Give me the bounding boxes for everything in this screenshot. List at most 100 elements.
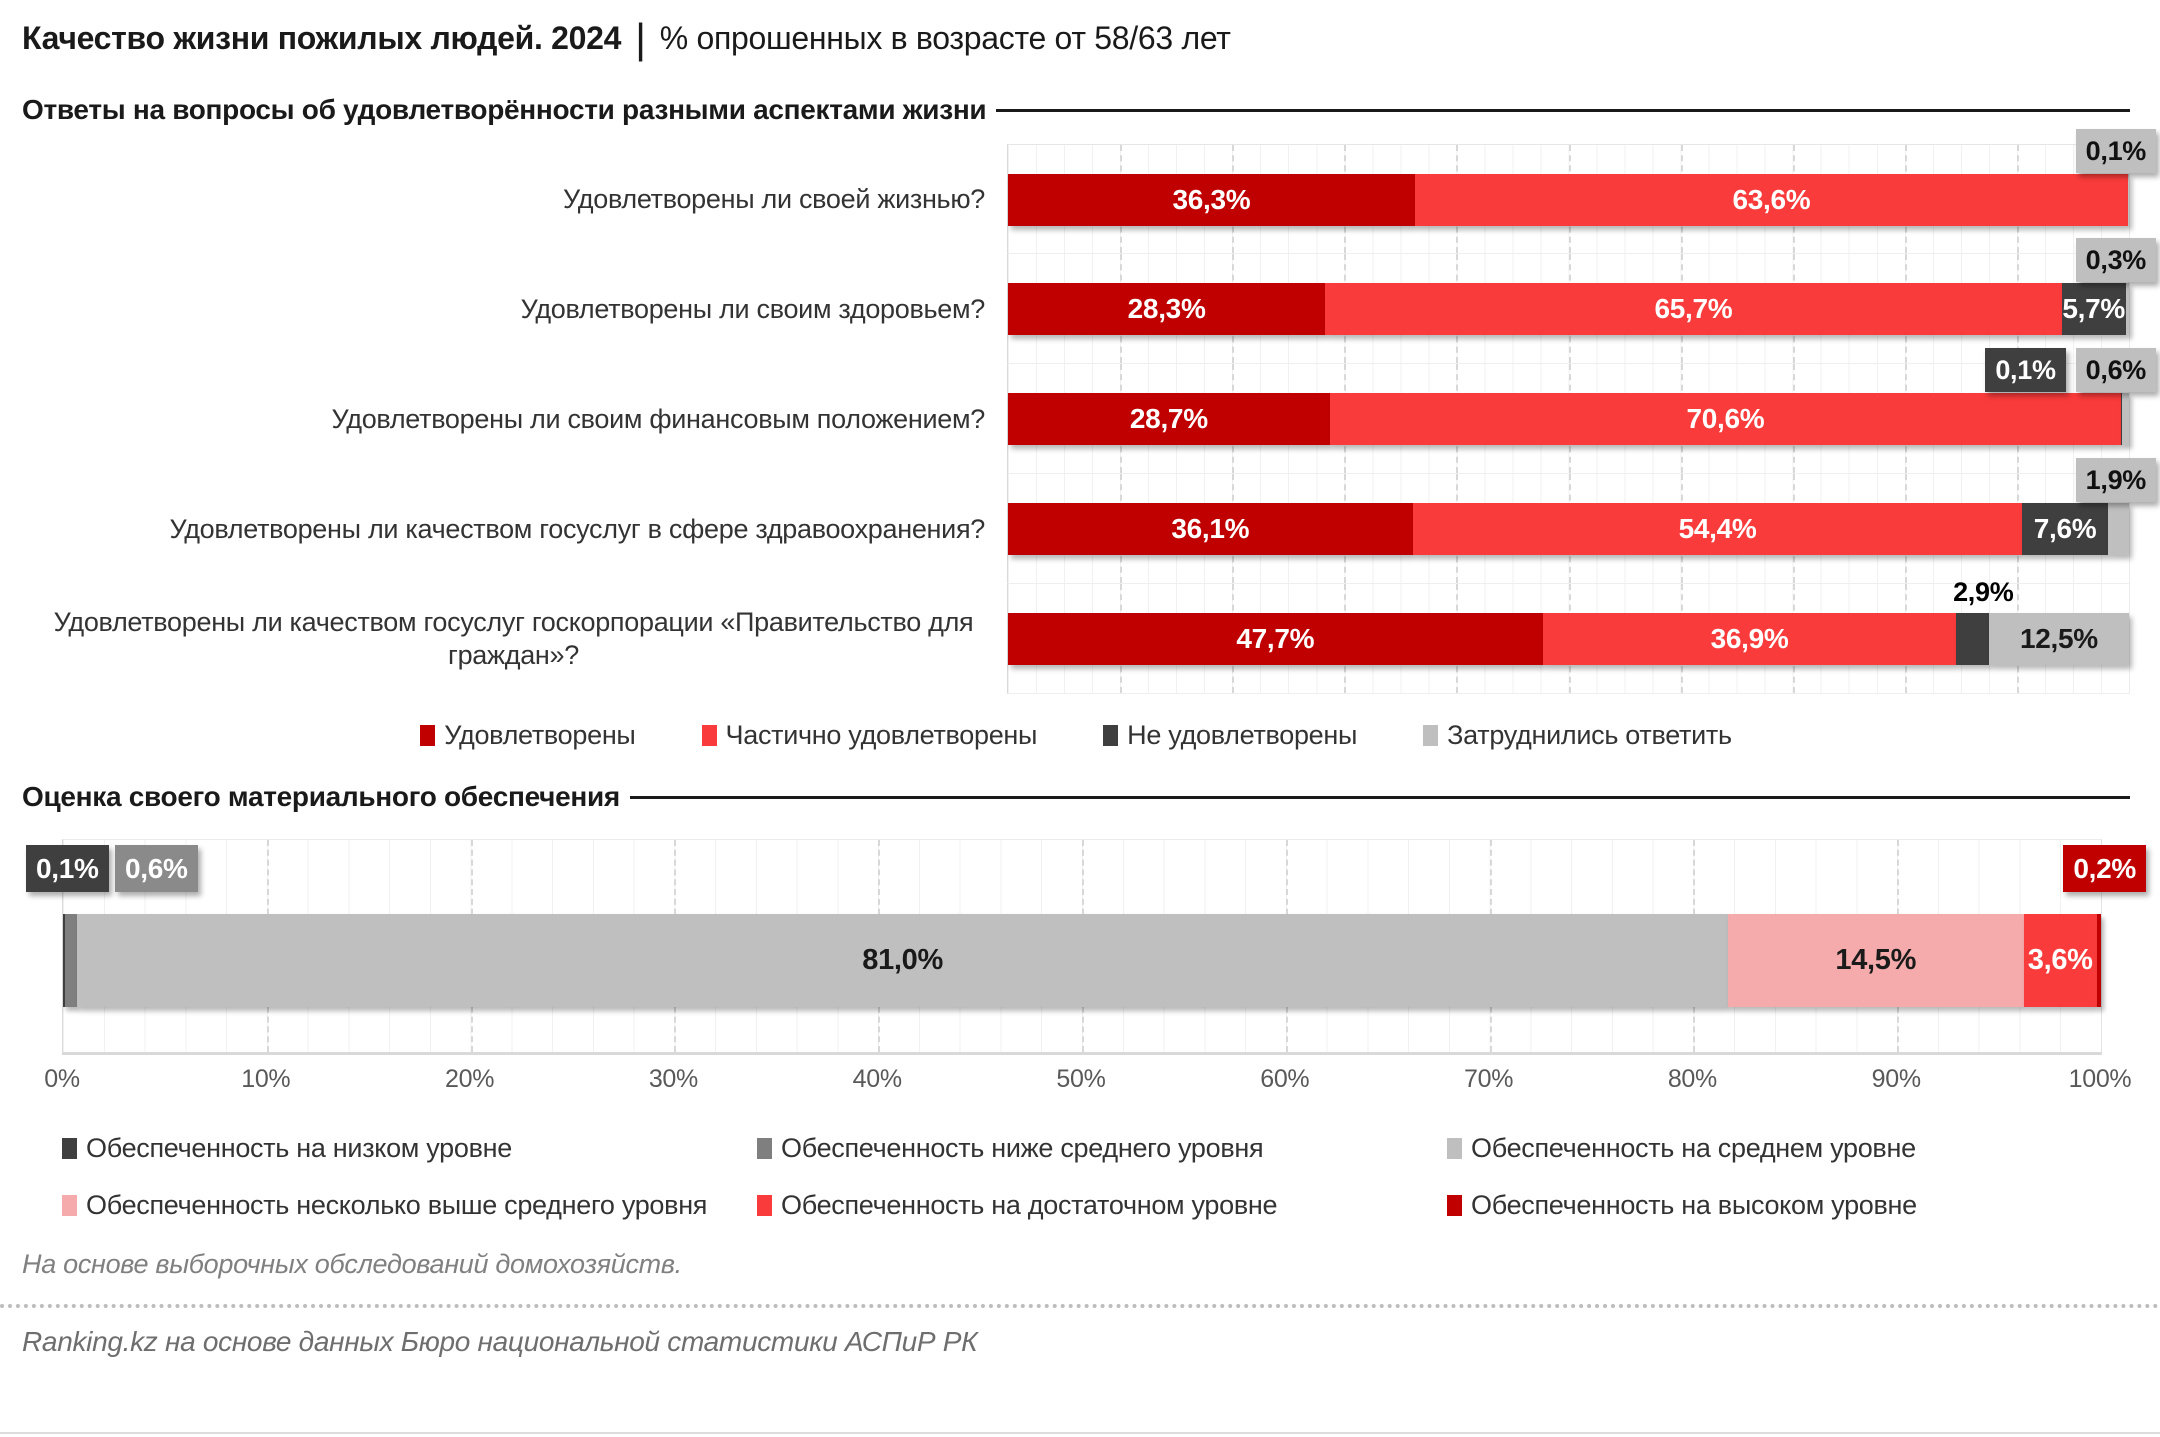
callout-box: 1,9%	[2075, 458, 2156, 503]
source-credit: Ranking.kz на основе данных Бюро национа…	[22, 1326, 978, 1358]
chart1-plot-band: 36,3% 63,6% 0,1%	[1007, 129, 2156, 255]
chart1-plot-band: 28,7% 70,6% 0,1% 0,6%	[1007, 348, 2156, 475]
legend-item: Обеспеченность на среднем уровне	[1447, 1133, 2130, 1164]
chart1-category-label: Удовлетворены ли своим финансовым положе…	[331, 403, 986, 434]
legend-marker	[701, 725, 717, 747]
bar-segment: 36,3%	[1008, 174, 1415, 227]
legend-label: Затруднились ответить	[1447, 720, 1732, 751]
x-tick-label: 0%	[44, 1065, 80, 1094]
bar-segment	[65, 914, 78, 1008]
chart1-plot-band: 28,3% 65,7% 5,7% 0,3%	[1007, 238, 2156, 365]
x-tick-label: 60%	[1260, 1065, 1310, 1094]
legend-marker	[62, 1138, 77, 1160]
bar-segment: 36,1%	[1008, 503, 1413, 556]
legend-marker	[62, 1195, 77, 1217]
material-section-header: Оценка своего материального обеспечения	[22, 781, 2130, 813]
stacked-bar: 47,7% 36,9% 12,5%	[1008, 613, 2129, 666]
stacked-bar: 81,0% 14,5% 3,6%	[63, 914, 2101, 1008]
legend-marker	[1447, 1138, 1462, 1160]
section-rule	[996, 108, 2130, 112]
chart1-category-label: Удовлетворены ли качеством госуслуг госк…	[53, 606, 974, 671]
bar-segment: 81,0%	[77, 914, 1729, 1008]
chart1-row: Удовлетворены ли качеством госуслуг в сф…	[22, 458, 2156, 585]
satisfaction-section-header: Ответы на вопросы об удовлетворённости р…	[22, 94, 2130, 126]
chart1-category-label: Удовлетворены ли качеством госуслуг в сф…	[169, 513, 985, 544]
callout-box: 0,6%	[2075, 348, 2156, 393]
x-tick-label: 70%	[1464, 1065, 1514, 1094]
legend-marker	[420, 725, 436, 747]
bar-segment	[2125, 283, 2129, 336]
bar-segment: 3,6%	[2023, 914, 2097, 1008]
legend-marker	[1103, 725, 1119, 747]
x-tick-label: 90%	[1871, 1065, 1921, 1094]
bar-segment: 28,7%	[1008, 393, 1330, 446]
x-tick-label: 80%	[1667, 1065, 1717, 1094]
bar-segment: 65,7%	[1325, 283, 2062, 336]
bar-segment	[2127, 174, 2129, 227]
section-title-satisfaction: Ответы на вопросы об удовлетворённости р…	[22, 94, 987, 126]
legend-item: Затруднились ответить	[1423, 720, 1732, 751]
callout-box: 0,1%	[2075, 129, 2156, 174]
callout-group: 1,9%	[2075, 458, 2156, 503]
title-subtitle: % опрошенных в возрасте от 58/63 лет	[659, 20, 1231, 56]
callout-box: 0,2%	[2063, 845, 2146, 893]
x-tick-label: 40%	[852, 1065, 902, 1094]
legend-marker	[757, 1138, 772, 1160]
stacked-bar: 36,3% 63,6%	[1008, 174, 2129, 227]
legend-item: Удовлетворены	[420, 720, 636, 751]
legend-item: Обеспеченность на достаточном уровне	[757, 1190, 1447, 1221]
chart1-category-label: Удовлетворены ли своей жизнью?	[563, 183, 985, 214]
bar-segment: 12,5%	[1988, 613, 2129, 666]
material-chart-x-axis: 0% 10% 20% 30% 40% 50% 60% 70% 80% 90% 100%	[44, 1055, 2131, 1099]
footnote: На основе выборочных обследований домохо…	[22, 1249, 682, 1280]
chart1-row: Удовлетворены ли качеством госуслуг госк…	[22, 577, 2130, 695]
legend-item: Обеспеченность на низком уровне	[62, 1133, 757, 1164]
callout-group: 0,3%	[2075, 238, 2156, 283]
material-legend: Обеспеченность на низком уровне Обеспечен…	[62, 1133, 2130, 1221]
bar-segment: 63,6%	[1414, 174, 2128, 227]
section-title-material: Оценка своего материального обеспечения	[22, 781, 620, 813]
satisfaction-chart: Удовлетворены ли своей жизнью? 36,3% 63,6%…	[22, 129, 2156, 695]
legend-item: Частично удовлетворены	[701, 720, 1037, 751]
callout-group: 0,1% 0,6%	[1985, 348, 2156, 393]
legend-item: Не удовлетворены	[1103, 720, 1357, 751]
page-title: Качество жизни пожилых людей. 2024 | % опр…	[22, 14, 2130, 64]
callout-box: 0,1%	[26, 845, 109, 893]
callout-label: 2,9%	[1953, 576, 2014, 607]
legend-item: Обеспеченность ниже среднего уровня	[757, 1133, 1447, 1164]
bar-segment	[63, 914, 66, 1008]
bar-segment	[1956, 613, 1989, 666]
chart1-category-label: Удовлетворены ли своим здоровьем?	[520, 293, 986, 324]
callout-box: 0,3%	[2075, 238, 2156, 283]
x-tick-label: 30%	[648, 1065, 698, 1094]
legend-item: Обеспеченность на высоком уровне	[1447, 1190, 2130, 1221]
legend-label: Обеспеченность на низком уровне	[86, 1133, 512, 1164]
bar-segment: 7,6%	[2022, 503, 2108, 556]
bar-segment	[2121, 393, 2123, 446]
bar-segment	[2096, 914, 2101, 1008]
bar-segment: 54,4%	[1412, 503, 2023, 556]
legend-label: Обеспеченность на высоком уровне	[1471, 1190, 1917, 1221]
chart1-row: Удовлетворены ли своей жизнью? 36,3% 63,6%…	[22, 129, 2156, 255]
bar-segment: 70,6%	[1329, 393, 2122, 446]
bar-segment	[2107, 503, 2129, 556]
callout-box: 0,1%	[1985, 348, 2066, 393]
x-tick-label: 50%	[1056, 1065, 1106, 1094]
title-main: Качество жизни пожилых людей. 2024	[22, 20, 622, 56]
chart1-row: Удовлетворены ли своим финансовым положе…	[22, 348, 2156, 475]
legend-marker	[1423, 725, 1439, 747]
bottom-border	[0, 1432, 2160, 1434]
bar-segment: 36,9%	[1542, 613, 1957, 666]
legend-label: Обеспеченность несколько выше среднего у…	[86, 1190, 708, 1221]
bar-segment: 28,3%	[1008, 283, 1326, 336]
stacked-bar: 36,1% 54,4% 7,6%	[1008, 503, 2129, 556]
legend-marker	[757, 1195, 772, 1217]
bar-segment: 5,7%	[2061, 283, 2126, 336]
legend-label: Обеспеченность на достаточном уровне	[781, 1190, 1278, 1221]
legend-label: Не удовлетворены	[1127, 720, 1358, 751]
stacked-bar: 28,3% 65,7% 5,7%	[1008, 283, 2129, 336]
material-chart: 81,0% 14,5% 3,6% 0,1% 0,6% 0,2%	[26, 839, 2146, 1056]
legend-item: Обеспеченность несколько выше среднего у…	[62, 1190, 757, 1221]
x-tick-label: 100%	[2068, 1065, 2132, 1094]
